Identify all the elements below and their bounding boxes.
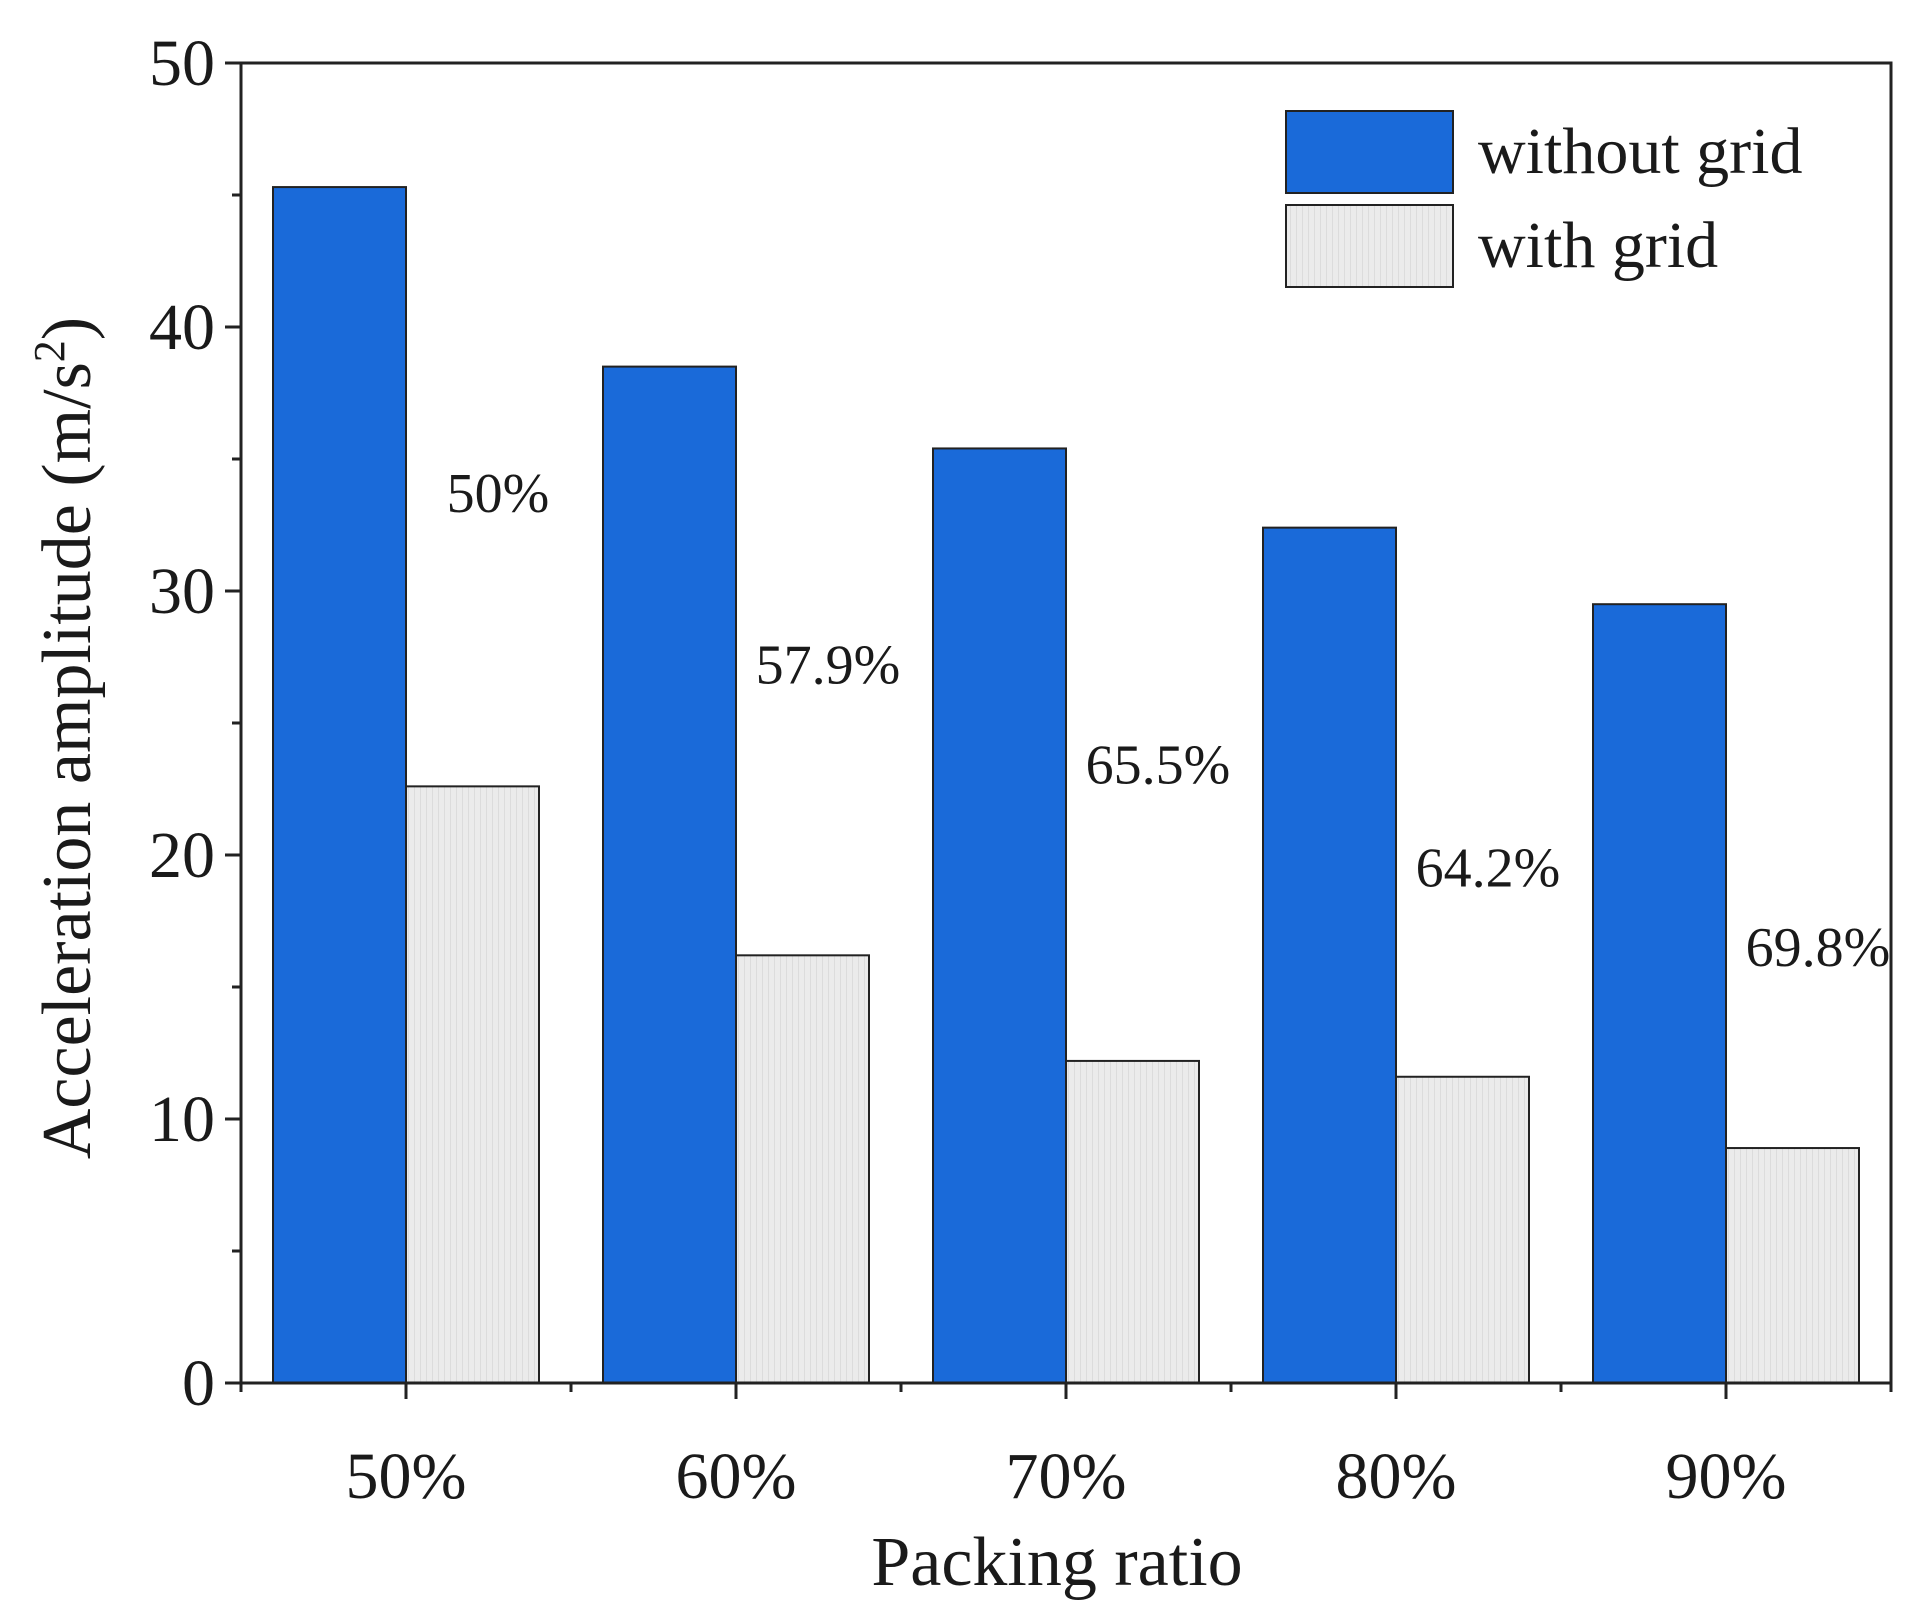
bar-without-grid <box>1262 526 1397 1384</box>
reduction-annotation: 64.2% <box>1416 838 1561 900</box>
x-axis-title: Packing ratio <box>871 1524 1242 1601</box>
reduction-annotation: 69.8% <box>1746 917 1891 979</box>
bar-without-grid <box>272 186 407 1385</box>
bar-with-grid <box>1065 1059 1200 1385</box>
y-axis-title-superscript: 2 <box>25 340 74 362</box>
y-axis-title-suffix: ) <box>29 317 106 340</box>
y-axis-title-text: Acceleration amplitude (m/s <box>29 362 106 1159</box>
bar-without-grid <box>602 365 737 1385</box>
y-tick-label: 0 <box>182 1347 215 1420</box>
x-tick-label: 80% <box>1336 1440 1457 1513</box>
y-tick-label: 10 <box>149 1083 215 1156</box>
reduction-annotation: 65.5% <box>1086 735 1231 797</box>
reduction-annotation: 57.9% <box>756 634 901 696</box>
y-tick-label: 40 <box>149 291 215 364</box>
bar-with-grid <box>1725 1147 1860 1385</box>
x-tick-label: 60% <box>676 1440 797 1513</box>
legend-label: with grid <box>1478 209 1718 282</box>
legend-swatch <box>1285 204 1454 288</box>
y-axis-title: Acceleration amplitude (m/s2) <box>25 317 106 1159</box>
bar-without-grid <box>932 447 1067 1384</box>
bar-without-grid <box>1592 603 1727 1384</box>
x-tick-label: 70% <box>1006 1440 1127 1513</box>
bar-with-grid <box>1395 1075 1530 1384</box>
reduction-annotation: 50% <box>447 463 550 525</box>
bar-with-grid <box>405 785 540 1384</box>
bar-with-grid <box>735 954 870 1384</box>
legend-swatch <box>1285 110 1454 194</box>
plot-area: 50% 60% 70% 80% 90% 0 10 20 30 40 50 50% 57.9% 65.5% 6… <box>149 27 1893 1513</box>
legend-label: without grid <box>1478 115 1803 188</box>
x-tick-label: 90% <box>1666 1440 1787 1513</box>
plot-frame <box>239 61 1893 1385</box>
y-tick-label: 20 <box>149 819 215 892</box>
y-tick-label: 30 <box>149 555 215 628</box>
x-tick-label: 50% <box>346 1440 467 1513</box>
y-tick-label: 50 <box>149 27 215 100</box>
